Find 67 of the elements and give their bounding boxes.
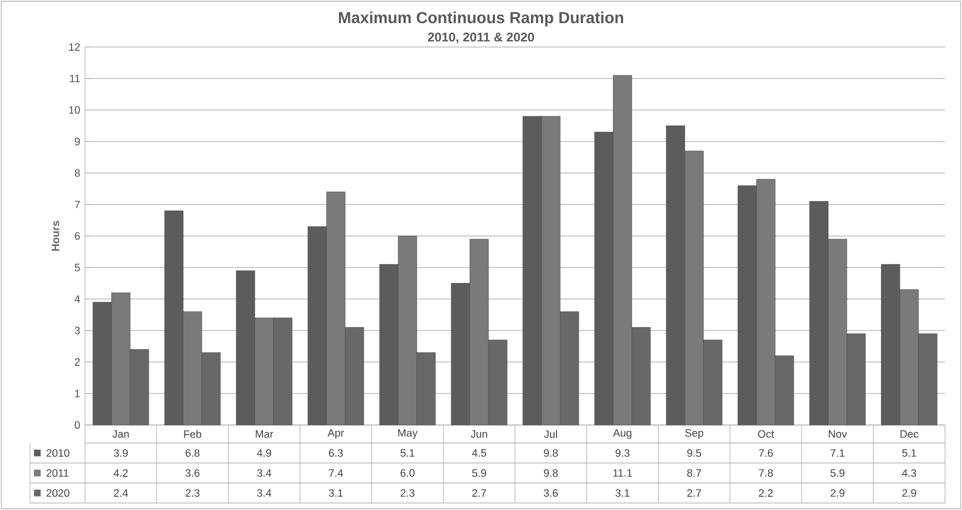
y-tick-label: 1 — [75, 390, 80, 398]
data-label: 5.1 — [902, 449, 916, 457]
data-label: 2.7 — [687, 489, 702, 497]
y-tick-label: 0 — [74, 421, 80, 429]
data-label: 3.1 — [616, 489, 630, 497]
data-label: 9.8 — [544, 469, 558, 477]
data-label: 9.5 — [687, 449, 702, 457]
x-tick-label: Jul — [544, 430, 557, 438]
data-label: 2.2 — [758, 489, 773, 497]
y-tick-label: 6 — [74, 232, 80, 240]
data-label: 2.3 — [400, 489, 414, 497]
data-label: 3.9 — [114, 449, 128, 457]
chart-subtitle: 2010, 2011 & 2020 — [428, 32, 534, 44]
x-tick-label: May — [398, 429, 418, 439]
data-label: 3.4 — [257, 469, 272, 477]
data-label: 4.2 — [114, 469, 128, 477]
data-label: 3.4 — [257, 489, 272, 497]
x-tick-label: Dec — [900, 430, 918, 438]
data-label: 4.5 — [472, 449, 486, 457]
data-label: 5.1 — [400, 449, 414, 457]
data-label: 3.1 — [328, 489, 343, 497]
y-tick-label: 5 — [74, 264, 80, 272]
data-label: 7.1 — [830, 449, 844, 457]
data-label: 6.8 — [186, 449, 200, 457]
x-tick-label: Nov — [828, 430, 847, 438]
data-label: 7.4 — [328, 469, 343, 477]
data-label: 2.4 — [114, 489, 128, 497]
data-label: 8.7 — [687, 469, 702, 477]
x-tick-label: Sep — [685, 429, 704, 439]
y-tick-label: 11 — [70, 74, 80, 82]
data-label: 5.9 — [830, 469, 844, 477]
data-label: 2.9 — [830, 489, 844, 497]
y-axis-title: Hours — [52, 221, 60, 251]
y-tick-label: 9 — [74, 138, 80, 146]
data-label: 4.3 — [902, 469, 916, 477]
legend-label: 2020 — [46, 489, 70, 497]
data-label: 2.3 — [186, 489, 200, 497]
x-tick-label: Mar — [256, 430, 274, 438]
legend-label: 2010 — [46, 449, 70, 457]
x-tick-label: Apr — [328, 429, 344, 439]
x-tick-label: Jun — [470, 430, 488, 438]
data-label: 6.3 — [328, 449, 343, 457]
legend-label: 2011 — [46, 469, 68, 477]
data-label: 2.7 — [472, 489, 486, 497]
chart-title: Maximum Continuous Ramp Duration — [338, 12, 624, 26]
data-label: 9.8 — [544, 449, 558, 457]
data-label: 2.9 — [902, 489, 916, 497]
data-label: 11.1 — [613, 469, 632, 477]
data-label: 7.8 — [758, 469, 773, 477]
y-tick-label: 7 — [74, 200, 80, 208]
y-tick-label: 10 — [69, 106, 80, 114]
x-tick-label: Jan — [112, 430, 129, 438]
x-tick-label: Oct — [758, 430, 774, 438]
data-label: 9.3 — [616, 449, 630, 457]
y-tick-label: 3 — [74, 326, 80, 334]
y-tick-label: 4 — [74, 295, 80, 303]
x-tick-label: Feb — [184, 430, 202, 438]
y-tick-label: 2 — [74, 358, 80, 366]
data-label: 6.0 — [400, 469, 415, 477]
data-label: 7.6 — [758, 449, 773, 457]
data-label: 3.6 — [544, 489, 558, 497]
x-tick-label: Aug — [613, 429, 632, 439]
data-label: 3.6 — [185, 469, 200, 477]
data-label: 5.9 — [472, 469, 486, 477]
y-tick-label: 8 — [74, 169, 80, 177]
data-label: 4.9 — [257, 449, 272, 457]
y-tick-label: 12 — [69, 43, 80, 51]
